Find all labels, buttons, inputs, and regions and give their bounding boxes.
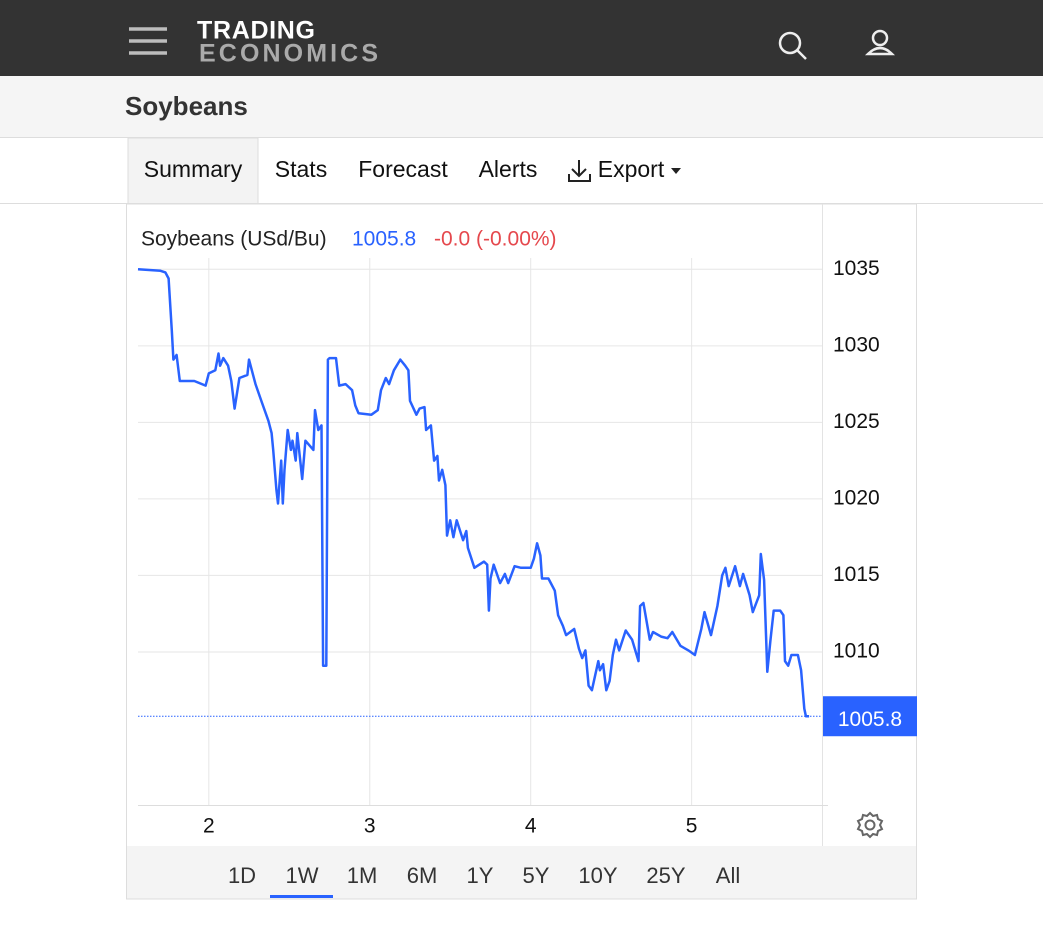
- range-button[interactable]: All: [716, 863, 740, 888]
- tab[interactable]: Export: [598, 156, 665, 182]
- range-buttons: 1D 1W 1M 6M 1Y 5Y 10Y 25Y All: [228, 863, 740, 898]
- x-tick-label: 3: [364, 815, 376, 838]
- last-value-label: 1005.8: [838, 708, 902, 731]
- search-handle: [796, 49, 807, 60]
- search-button[interactable]: [778, 31, 807, 60]
- page-title: Soybeans: [125, 91, 248, 121]
- range-button[interactable]: 6M: [407, 863, 438, 888]
- tab[interactable]: Alerts: [479, 156, 538, 182]
- menu-button[interactable]: [129, 27, 167, 55]
- gear: [856, 811, 884, 839]
- top-bar: [0, 0, 1043, 76]
- y-tick-label: 1025: [833, 410, 880, 433]
- tabs: Summary Stats Forecast Alerts Export: [144, 156, 665, 182]
- range-button[interactable]: 5Y: [523, 863, 550, 888]
- y-tick-label: 1020: [833, 486, 880, 509]
- plot: 1010 1015 1020 1025 1030 1035 2 3 4 5 1005.8: [137, 257, 917, 838]
- settings-button[interactable]: [856, 811, 884, 839]
- tab[interactable]: Stats: [275, 156, 327, 182]
- gear-center: [864, 819, 876, 831]
- x-tick-label: 2: [203, 815, 215, 838]
- series-name: Soybeans (USd/Bu): [141, 228, 327, 251]
- user-head: [871, 29, 889, 47]
- export-icon: [568, 160, 681, 182]
- x-tick-label: 4: [525, 815, 537, 838]
- y-tick-label: 1035: [833, 257, 880, 280]
- search-icon: [778, 31, 802, 55]
- y-tick-label: 1015: [833, 563, 880, 586]
- logo-line2[interactable]: ECONOMICS: [199, 40, 378, 68]
- range-button[interactable]: 10Y: [578, 863, 617, 888]
- user-button[interactable]: [864, 29, 896, 56]
- range-button[interactable]: 1W: [286, 863, 319, 888]
- x-tick-label: 5: [686, 815, 698, 838]
- range-bar: [127, 846, 916, 899]
- last-value: 1005.8: [352, 228, 416, 251]
- last-value-badge: [823, 696, 917, 737]
- y-tick-label: 1010: [833, 639, 880, 662]
- download-icon: [568, 160, 591, 182]
- range-button[interactable]: 1M: [347, 863, 378, 888]
- sub-header: [0, 76, 1043, 137]
- user-body: [864, 46, 896, 56]
- logo-line1[interactable]: TRADING: [197, 17, 315, 45]
- range-button[interactable]: 25Y: [646, 863, 685, 888]
- range-button[interactable]: 1Y: [467, 863, 494, 888]
- caret: [671, 168, 681, 174]
- tab[interactable]: Summary: [144, 156, 243, 182]
- range-button[interactable]: 1D: [228, 863, 256, 888]
- chart-frame: [126, 203, 917, 900]
- range-underline: [270, 895, 333, 898]
- price-line: [137, 268, 810, 718]
- tab[interactable]: Forecast: [358, 156, 448, 182]
- change: -0.0 (-0.00%): [434, 228, 557, 251]
- y-tick-label: 1030: [833, 333, 880, 356]
